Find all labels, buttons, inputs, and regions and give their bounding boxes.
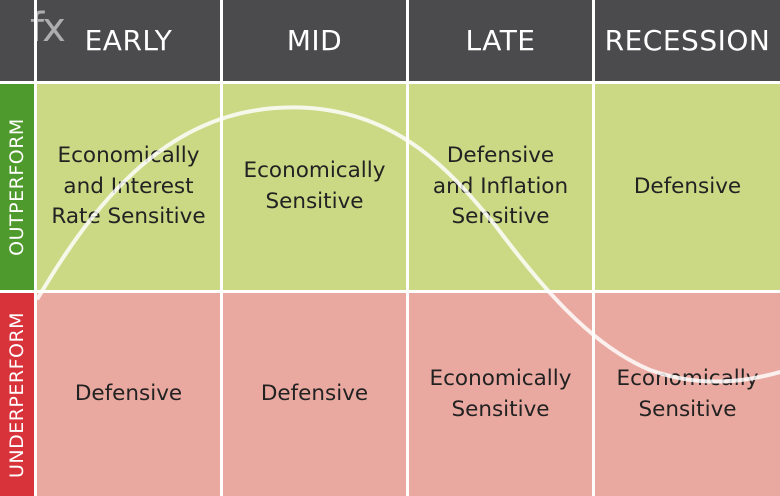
header-mid: MID bbox=[223, 0, 406, 81]
cell-underperform-early: Defensive bbox=[37, 293, 220, 496]
cell-text: Economically Sensitive bbox=[429, 365, 572, 422]
header-late: LATE bbox=[409, 0, 592, 81]
row-label-underperform-text: UNDERPERFORM bbox=[6, 311, 29, 478]
cell-underperform-late: Economically Sensitive bbox=[409, 293, 592, 496]
cell-text: Defensive bbox=[633, 173, 742, 199]
cell-outperform-early: Economically and Interest Rate Sensitive bbox=[37, 84, 220, 290]
cell-text: Economically Sensitive bbox=[243, 158, 386, 214]
cell-text: Defensive bbox=[74, 381, 183, 407]
cell-outperform-recession: Defensive bbox=[595, 84, 780, 290]
row-label-outperform: OUTPERFORM bbox=[0, 84, 34, 290]
header-recession: RECESSION bbox=[595, 0, 780, 81]
cell-text: Economically Sensitive bbox=[616, 365, 759, 422]
cell-underperform-recession: Economically Sensitive bbox=[595, 293, 780, 496]
cell-outperform-late: Defensive and Inflation Sensitive bbox=[409, 84, 592, 290]
header-early: EARLY bbox=[37, 0, 220, 81]
watermark-logo: fx bbox=[30, 5, 66, 51]
cell-text: Economically and Interest Rate Sensitive bbox=[51, 143, 206, 230]
cell-text: Defensive and Inflation Sensitive bbox=[432, 143, 569, 230]
cell-text: Defensive bbox=[260, 381, 369, 407]
row-label-underperform: UNDERPERFORM bbox=[0, 293, 34, 496]
cell-underperform-mid: Defensive bbox=[223, 293, 406, 496]
row-label-outperform-text: OUTPERFORM bbox=[6, 118, 28, 256]
header-corner bbox=[0, 0, 34, 81]
cell-outperform-mid: Economically Sensitive bbox=[223, 84, 406, 290]
